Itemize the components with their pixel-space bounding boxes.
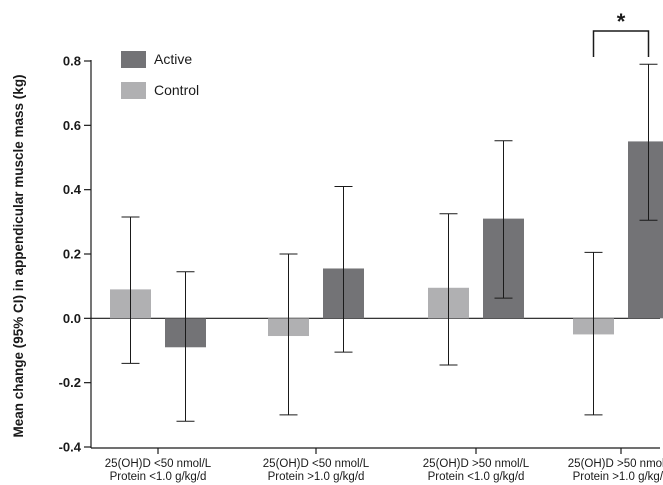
y-tick-label: 0.0 [63,311,81,326]
category-label-line1: 25(OH)D <50 nmol/L [263,458,370,470]
category-label-line2: Protein >1.0 g/kg/d [573,471,663,483]
y-axis-title: Mean change (95% CI) in appendicular mus… [11,74,26,437]
y-axis-title-text: Mean change (95% CI) in appendicular mus… [11,74,26,437]
category-label-line1: 25(OH)D >50 nmol/L [568,458,663,470]
category-label-line1: 25(OH)D <50 nmol/L [105,458,212,470]
bars [110,141,663,348]
error-bars [121,63,658,422]
legend-label-control: Control [154,82,199,98]
legend-swatch-control [121,82,146,99]
legend-label-active: Active [154,51,192,67]
y-tick-label: 0.8 [63,54,81,69]
y-tick-label: -0.4 [59,440,82,455]
category-label-line2: Protein <1.0 g/kg/d [110,471,207,483]
category-label-line1: 25(OH)D >50 nmol/L [423,458,530,470]
y-tick-label: 0.4 [63,182,82,197]
y-axis: -0.4 -0.2 0.0 0.2 0.4 0.6 0.8 [59,54,92,455]
y-tick-label: -0.2 [59,375,81,390]
bar-active [628,141,663,319]
y-tick-label: 0.2 [63,247,81,262]
category-label-line2: Protein >1.0 g/kg/d [268,471,365,483]
category-label-line2: Protein <1.0 g/kg/d [428,471,525,483]
y-tick-label: 0.6 [63,118,81,133]
significance-star: * [617,9,626,34]
significance-bracket [592,30,650,57]
legend-swatch-active [121,51,146,68]
legend: Active Control [121,51,199,99]
significance-annotations: * [592,9,650,57]
